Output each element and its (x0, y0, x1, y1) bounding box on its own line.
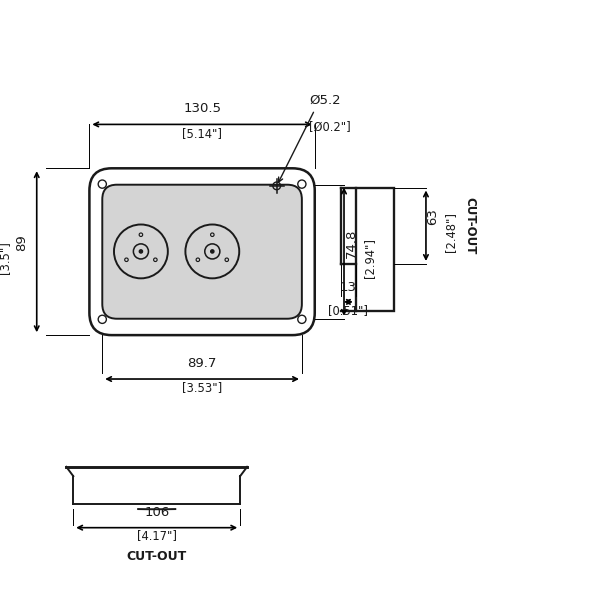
Text: [5.14"]: [5.14"] (182, 127, 222, 140)
Text: [4.17"]: [4.17"] (137, 529, 177, 542)
Text: CUT-OUT: CUT-OUT (127, 550, 187, 563)
Text: 74.8: 74.8 (344, 228, 358, 257)
Circle shape (211, 250, 214, 253)
Text: 130.5: 130.5 (183, 102, 221, 115)
Text: [2.48"]: [2.48"] (444, 212, 457, 251)
Text: [0.51"]: [0.51"] (328, 304, 368, 317)
Text: 89: 89 (16, 235, 29, 251)
Text: [2.94"]: [2.94"] (362, 238, 376, 278)
Text: [3.5"]: [3.5"] (0, 241, 11, 274)
Text: [3.53"]: [3.53"] (182, 382, 222, 394)
Bar (356, 188, 394, 311)
FancyBboxPatch shape (89, 169, 315, 335)
Text: 89.7: 89.7 (187, 356, 217, 370)
Text: 106: 106 (144, 506, 169, 520)
Text: Ø5.2: Ø5.2 (309, 94, 341, 107)
Circle shape (139, 250, 143, 253)
Text: 63: 63 (427, 209, 439, 226)
Text: CUT-OUT: CUT-OUT (463, 197, 476, 254)
Text: 13: 13 (340, 281, 357, 293)
FancyBboxPatch shape (102, 185, 302, 319)
Text: [Ø0.2"]: [Ø0.2"] (309, 121, 350, 133)
